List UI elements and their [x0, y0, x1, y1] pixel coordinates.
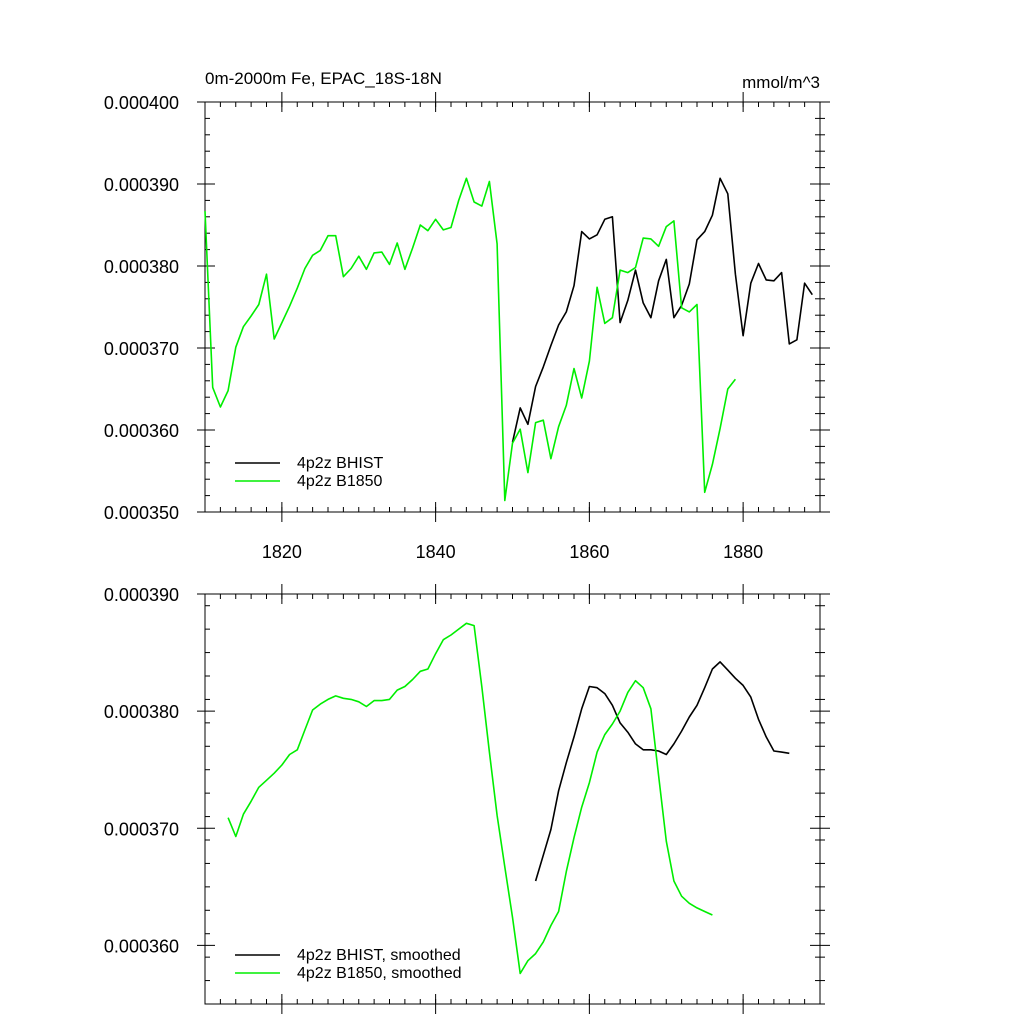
top-x-tick-label: 1840 [416, 542, 456, 562]
top-x-tick-label: 1880 [723, 542, 763, 562]
top-legend-label-0: 4p2z BHIST [297, 455, 383, 472]
top-x-tick-label: 1820 [262, 542, 302, 562]
bottom-legend-label-1: 4p2z B1850, smoothed [297, 965, 462, 982]
top-y-tick-label: 0.000370 [104, 339, 179, 359]
top-series-line-0 [511, 177, 813, 443]
bottom-y-tick-label: 0.000370 [104, 819, 179, 839]
top-y-tick-label: 0.000380 [104, 257, 179, 277]
top-panel: 0m-2000m Fe, EPAC_18S-18N mmol/m^3 1820 1… [104, 69, 830, 562]
top-series-line-1 [204, 177, 737, 502]
bottom-y-tick-label: 0.000390 [104, 585, 179, 605]
top-y-tick-label: 0.000360 [104, 421, 179, 441]
bottom-y-tick-label: 0.000380 [104, 702, 179, 722]
bottom-series-line-0 [534, 661, 790, 882]
bottom-series-line-1 [227, 622, 713, 975]
bottom-legend-label-0: 4p2z BHIST, smoothed [297, 947, 461, 964]
top-legend-label-1: 4p2z B1850 [297, 473, 383, 490]
top-y-tick-label: 0.000390 [104, 175, 179, 195]
top-plot-frame [204, 101, 821, 513]
top-units-label: mmol/m^3 [742, 73, 820, 92]
top-y-tick-label: 0.000350 [104, 503, 179, 523]
bottom-panel: 0.000360 0.000370 0.000380 0.000390 4p2z BHI… [104, 584, 830, 1014]
top-title: 0m-2000m Fe, EPAC_18S-18N [205, 69, 442, 88]
bottom-plot-frame [204, 593, 821, 1005]
bottom-y-tick-label: 0.000360 [104, 936, 179, 956]
top-y-tick-label: 0.000400 [104, 93, 179, 113]
top-x-tick-label: 1860 [569, 542, 609, 562]
